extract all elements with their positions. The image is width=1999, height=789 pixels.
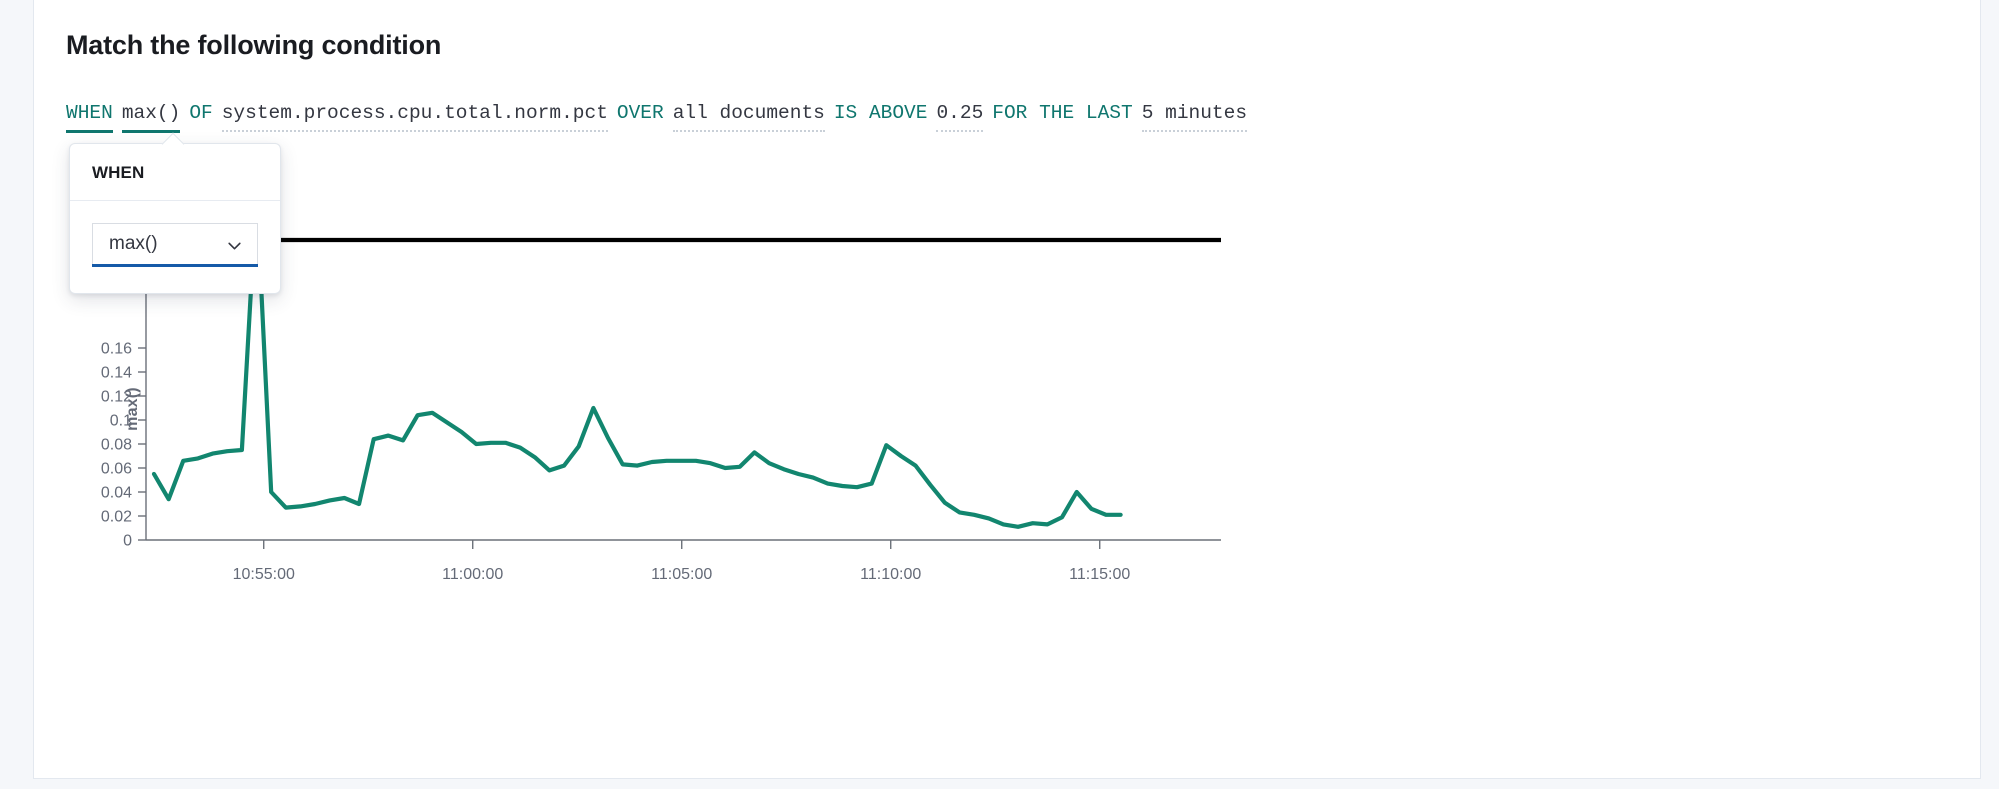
when-popover: WHEN max() xyxy=(69,132,281,294)
x-axis-tick-label: 10:55:00 xyxy=(233,566,295,583)
y-axis-tick-label: 0.16 xyxy=(101,341,132,358)
page-title: Match the following condition xyxy=(66,30,442,60)
x-axis-tick-label: 11:00:00 xyxy=(442,566,503,583)
y-axis-title: max() xyxy=(124,387,141,431)
chart-svg: 0 0.02 0.04 0.06 0.08 0.1 0.12 0.14 0.16 10:55:00… xyxy=(101,156,1221,583)
aggregation-select[interactable]: max() xyxy=(92,223,258,264)
condition-expression: WHEN max() OF system.process.cpu.total.norm… xyxy=(66,98,1248,133)
y-axis-tick-label: 0.06 xyxy=(101,461,132,478)
comparator-token[interactable]: IS ABOVE xyxy=(833,102,928,124)
timewindow-token[interactable]: 5 minutes xyxy=(1141,98,1248,132)
y-axis-tick-label: 0 xyxy=(123,533,132,550)
condition-preview-chart: 0 0.02 0.04 0.06 0.08 0.1 0.12 0.14 0.16 10:55:00… xyxy=(66,150,1246,600)
when-token[interactable]: WHEN xyxy=(66,98,113,133)
y-axis-tick-label: 0.08 xyxy=(101,437,132,454)
aggregation-token[interactable]: max() xyxy=(121,98,181,133)
aggregation-select-underline xyxy=(92,264,258,267)
chart-series-line xyxy=(151,189,1123,529)
x-axis-tick-label: 11:10:00 xyxy=(860,566,921,583)
chevron-down-icon xyxy=(228,242,241,250)
y-axis-tick-label: 0.14 xyxy=(101,365,132,382)
panel-bottom-edge xyxy=(33,778,1981,789)
over-token[interactable]: OVER xyxy=(616,102,664,124)
popover-body: max() xyxy=(70,201,280,293)
y-axis-tick-label: 0.12 xyxy=(101,389,132,406)
y-axis-tick-label: 0.04 xyxy=(101,485,132,502)
y-axis-tick-label: 0.02 xyxy=(101,509,132,526)
popover-title: WHEN xyxy=(70,144,280,201)
panel-left-edge xyxy=(0,0,34,789)
threshold-token[interactable]: 0.25 xyxy=(936,98,984,132)
group-token[interactable]: all documents xyxy=(672,98,825,132)
aggregation-select-value: max() xyxy=(109,233,158,254)
of-token[interactable]: OF xyxy=(189,102,213,124)
panel-right-edge xyxy=(1980,0,1999,789)
x-axis-tick-label: 11:15:00 xyxy=(1069,566,1130,583)
timewindow-keyword-token[interactable]: FOR THE LAST xyxy=(992,102,1133,124)
field-token[interactable]: system.process.cpu.total.norm.pct xyxy=(221,98,608,132)
y-axis-tick-label: 0.1 xyxy=(110,413,132,430)
x-axis-tick-label: 11:05:00 xyxy=(651,566,712,583)
